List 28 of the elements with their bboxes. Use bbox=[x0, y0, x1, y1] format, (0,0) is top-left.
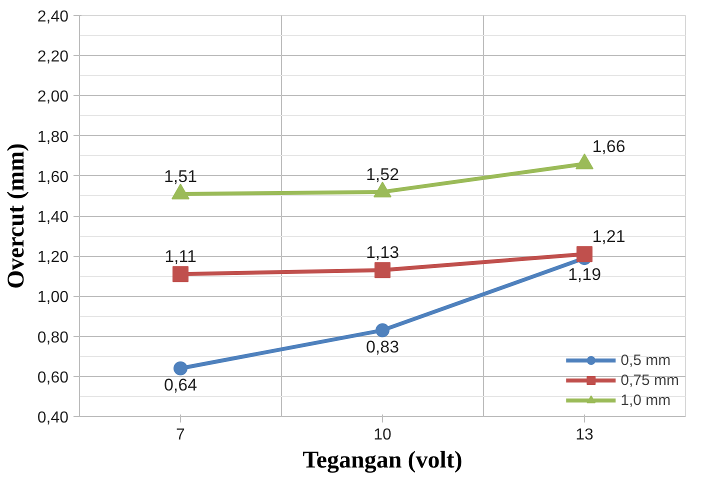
data-label: 1,21 bbox=[592, 227, 626, 246]
data-label: 1,11 bbox=[164, 247, 196, 266]
data-label: 1,66 bbox=[592, 136, 626, 156]
y-tick-label: 2,40 bbox=[37, 8, 69, 26]
y-tick-label: 1,60 bbox=[37, 168, 69, 186]
y-tick-label: 1,20 bbox=[37, 249, 69, 266]
data-label: 0,83 bbox=[366, 337, 400, 356]
x-tick-label: 7 bbox=[176, 426, 186, 444]
data-label: 1,51 bbox=[164, 166, 198, 186]
y-tick-label: 1,40 bbox=[37, 209, 69, 226]
y-tick-label: 0,40 bbox=[37, 410, 69, 426]
y-tick-label: 2,00 bbox=[37, 88, 69, 106]
data-label: 1,52 bbox=[366, 164, 400, 184]
y-tick-label: 1,80 bbox=[37, 128, 69, 146]
data-label: 1,13 bbox=[366, 243, 400, 262]
y-axis-title: Overcut (mm) bbox=[3, 143, 30, 289]
y-tick-label: 0,60 bbox=[37, 369, 69, 386]
y-tick-label: 0,80 bbox=[37, 329, 69, 346]
data-label: 1,19 bbox=[568, 265, 602, 284]
x-tick-label: 13 bbox=[576, 426, 594, 444]
legend-label: 1,0 mm bbox=[620, 392, 671, 408]
legend-label: 0,5 mm bbox=[620, 352, 671, 368]
x-axis-title: Tegangan (volt) bbox=[302, 448, 462, 474]
legend-label: 0,75 mm bbox=[620, 372, 679, 388]
x-tick-label: 10 bbox=[374, 426, 392, 444]
y-tick-label: 1,00 bbox=[37, 289, 69, 306]
y-tick-label: 2,20 bbox=[37, 48, 69, 66]
data-label: 0,64 bbox=[164, 375, 198, 394]
